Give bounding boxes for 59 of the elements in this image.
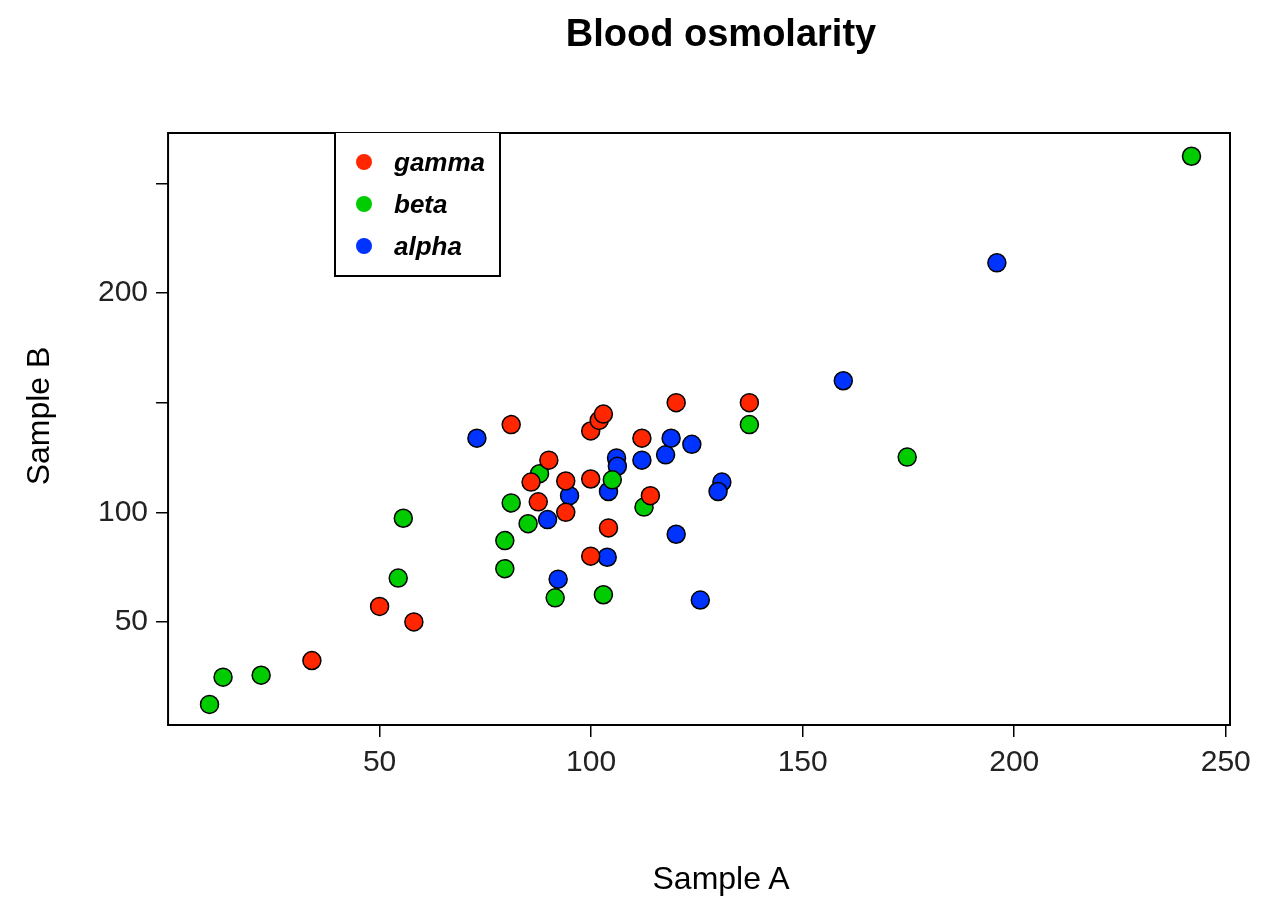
x-tick-label: 150 [777, 744, 828, 778]
point [593, 585, 614, 605]
point [467, 428, 487, 448]
point [302, 650, 322, 671]
point [521, 472, 541, 492]
y-tick-label: 100 [97, 493, 149, 527]
x-tick-label: 250 [1200, 744, 1251, 778]
point [598, 518, 619, 538]
point [369, 596, 390, 617]
point [501, 414, 521, 435]
x-tick-label: 100 [566, 744, 617, 778]
point [580, 546, 601, 566]
point [708, 481, 728, 502]
point [655, 445, 676, 465]
point [593, 404, 614, 424]
point [528, 492, 548, 512]
point [548, 569, 568, 589]
chart-title: Blood osmolarity [564, 12, 878, 55]
point [518, 513, 538, 534]
point [632, 428, 652, 448]
point [833, 371, 854, 391]
point [987, 253, 1007, 273]
legend-label: alpha [394, 230, 462, 262]
point [251, 665, 271, 685]
point [580, 469, 601, 489]
point [537, 509, 558, 530]
point [597, 547, 617, 568]
point [495, 530, 515, 551]
point [495, 558, 515, 579]
point [666, 392, 686, 413]
point [545, 588, 565, 608]
legend-label: beta [394, 188, 448, 220]
point [213, 667, 233, 687]
point [556, 502, 576, 523]
point [682, 434, 702, 455]
point [539, 450, 559, 470]
legend-label: gamma [394, 146, 486, 178]
point [393, 508, 414, 528]
y-tick-label: 200 [97, 274, 149, 308]
point [632, 450, 652, 470]
point [739, 392, 760, 413]
point [404, 612, 424, 632]
point [739, 414, 760, 435]
point [501, 493, 521, 513]
x-tick-label: 200 [989, 744, 1040, 778]
point [640, 485, 661, 506]
x-axis-title: Sample A [651, 860, 791, 897]
point [556, 471, 576, 491]
point [690, 590, 711, 610]
point [388, 568, 408, 588]
point [1181, 146, 1202, 166]
point [666, 524, 686, 544]
point [199, 694, 220, 715]
point [602, 470, 623, 490]
point [897, 447, 917, 467]
point [661, 428, 681, 448]
y-axis-title: Sample B [19, 346, 57, 486]
y-tick-label: 50 [114, 603, 149, 637]
x-tick-label: 50 [362, 744, 397, 778]
